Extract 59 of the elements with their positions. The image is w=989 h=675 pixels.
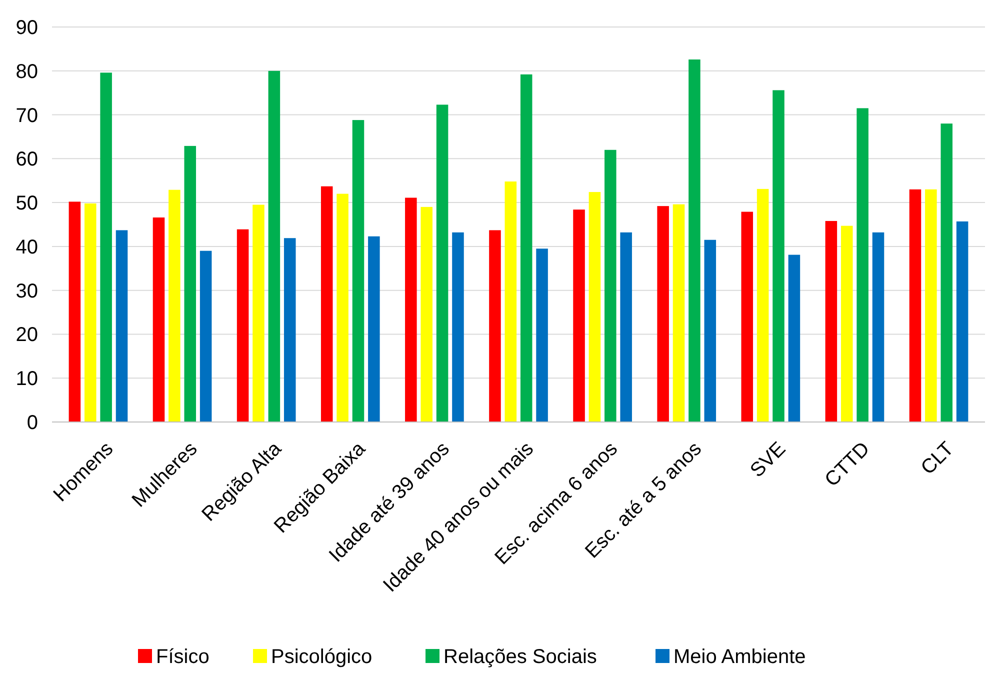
y-tick-label: 50 bbox=[16, 192, 38, 215]
bar bbox=[788, 254, 800, 422]
bar bbox=[956, 221, 968, 422]
bar bbox=[336, 194, 348, 422]
bar bbox=[320, 186, 333, 422]
legend-label: Meio Ambiente bbox=[674, 646, 806, 668]
bar bbox=[741, 212, 754, 422]
bar bbox=[672, 204, 685, 422]
legend-label: Psicológico bbox=[271, 646, 372, 668]
bar bbox=[688, 59, 700, 422]
y-tick-label: 70 bbox=[16, 104, 38, 127]
bar bbox=[657, 206, 669, 422]
bar bbox=[872, 232, 884, 422]
bar bbox=[268, 70, 280, 422]
bar bbox=[588, 192, 601, 422]
bar bbox=[436, 104, 448, 422]
y-tick-label: 80 bbox=[16, 60, 38, 83]
bar bbox=[536, 248, 548, 422]
bar bbox=[420, 206, 432, 422]
y-tick-label: 60 bbox=[16, 148, 38, 171]
bar bbox=[856, 108, 868, 422]
bar bbox=[252, 204, 264, 422]
bar bbox=[68, 202, 81, 422]
bar bbox=[489, 230, 501, 422]
bar bbox=[840, 226, 853, 422]
bar bbox=[116, 230, 128, 422]
bar bbox=[825, 220, 838, 422]
bar bbox=[604, 150, 616, 422]
bar bbox=[504, 181, 517, 422]
bar bbox=[184, 146, 196, 422]
bar bbox=[352, 120, 364, 422]
y-tick-label: 40 bbox=[16, 236, 38, 258]
y-tick-label: 0 bbox=[26, 412, 38, 434]
y-tick-label: 90 bbox=[16, 17, 38, 39]
bar bbox=[620, 232, 632, 422]
bar bbox=[168, 190, 180, 422]
legend-label: Físico bbox=[156, 646, 210, 668]
bar bbox=[520, 74, 532, 422]
bar bbox=[452, 232, 464, 422]
y-tick-label: 20 bbox=[16, 324, 38, 346]
bar bbox=[100, 72, 112, 422]
bar bbox=[772, 90, 784, 422]
bar bbox=[284, 238, 296, 422]
x-tick-label: CLT bbox=[916, 438, 958, 480]
legend-label: Relações Sociais bbox=[444, 646, 597, 668]
bar bbox=[405, 198, 417, 422]
bar bbox=[84, 203, 96, 422]
bar bbox=[236, 229, 249, 422]
bar bbox=[940, 124, 952, 422]
bar bbox=[200, 250, 212, 422]
bar bbox=[909, 189, 922, 422]
y-tick-label: 30 bbox=[16, 280, 38, 302]
bar bbox=[152, 217, 165, 422]
y-tick-label: 10 bbox=[16, 368, 38, 390]
bar bbox=[704, 240, 716, 422]
bar bbox=[756, 188, 769, 422]
bar bbox=[573, 210, 585, 422]
bar bbox=[368, 236, 380, 422]
bar bbox=[925, 189, 937, 422]
